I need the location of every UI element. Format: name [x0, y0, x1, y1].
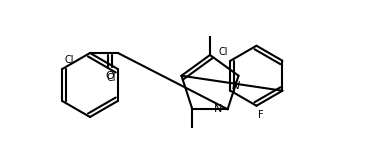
Text: N: N: [231, 81, 240, 91]
Text: Cl: Cl: [106, 73, 116, 83]
Text: Cl: Cl: [219, 47, 228, 57]
Text: Cl: Cl: [64, 55, 74, 65]
Text: O: O: [105, 71, 114, 81]
Text: F: F: [258, 110, 264, 120]
Text: N: N: [214, 104, 223, 114]
